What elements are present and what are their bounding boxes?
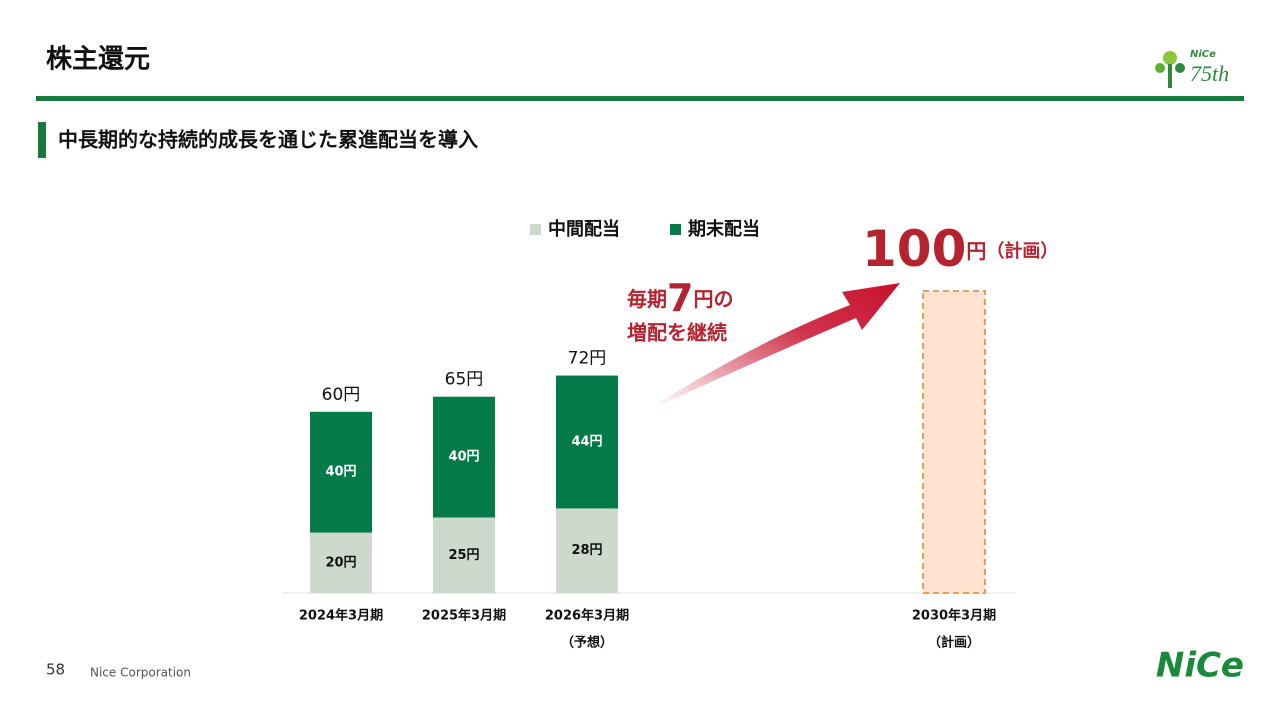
bar-value-label: 40円 bbox=[448, 450, 479, 465]
title: 株主還元 bbox=[46, 45, 150, 75]
annotation-amount: 7 bbox=[667, 276, 693, 320]
logo-trunk bbox=[1168, 64, 1172, 88]
logo-leaf bbox=[1155, 63, 1165, 73]
subtitle: 中長期的な持続的成長を通じた累進配当を導入 bbox=[58, 128, 478, 152]
chart: 中間配当 期末配当 2024年3月期 20円 40円 2025年3月期 25円 40円 2026… bbox=[282, 218, 1058, 651]
company: Nice Corporation bbox=[90, 666, 191, 680]
bar-segment bbox=[556, 375, 618, 509]
brand-logo: NiCe bbox=[1156, 646, 1244, 686]
logo-leaf bbox=[1163, 51, 1177, 65]
legend-swatch bbox=[530, 224, 541, 235]
total-label: 65円 bbox=[445, 370, 484, 390]
annotation-line1: 毎期7円の bbox=[627, 276, 733, 320]
bar-value-label: 44円 bbox=[571, 435, 602, 450]
x-tick-label: 2024年3月期 bbox=[299, 608, 383, 624]
logo-anniversary: 75th bbox=[1190, 61, 1229, 86]
x-tick-note: （予想） bbox=[561, 635, 613, 651]
annotation-line2: 増配を継続 bbox=[627, 321, 727, 345]
total-label: 72円 bbox=[568, 349, 607, 369]
bar-value-label: 40円 bbox=[325, 465, 356, 480]
plan-bar bbox=[922, 290, 986, 594]
bar-segment bbox=[433, 517, 495, 593]
bar-segment bbox=[310, 411, 372, 533]
growth-arrow bbox=[655, 283, 900, 406]
header-rule bbox=[36, 96, 1244, 101]
plan-value: 100 bbox=[862, 220, 966, 278]
bar-segment bbox=[433, 396, 495, 518]
legend-swatch bbox=[670, 224, 681, 235]
plan-label: 100円（計画） bbox=[862, 220, 1058, 278]
top-logo: NiCe 75th bbox=[1155, 49, 1229, 88]
bar-value-label: 20円 bbox=[325, 555, 356, 570]
plan-note: （計画） bbox=[986, 240, 1058, 262]
logo-brand: NiCe bbox=[1190, 49, 1216, 60]
x-tick-label: 2030年3月期 bbox=[912, 608, 996, 624]
logo-leaf bbox=[1175, 63, 1185, 73]
legend-label: 中間配当 bbox=[548, 218, 620, 240]
subtitle-bar bbox=[38, 122, 46, 158]
x-tick-label: 2026年3月期 bbox=[545, 608, 629, 624]
bar-value-label: 25円 bbox=[448, 548, 479, 563]
bar-segment bbox=[556, 508, 618, 593]
total-label: 60円 bbox=[322, 385, 361, 405]
bar-segment bbox=[310, 532, 372, 593]
x-tick-note: （計画） bbox=[928, 635, 980, 651]
x-tick-label: 2025年3月期 bbox=[422, 608, 506, 624]
bar-value-label: 28円 bbox=[571, 543, 602, 558]
annotation-suffix: 円の bbox=[693, 287, 733, 311]
page-number: 58 bbox=[46, 661, 65, 679]
annotation-prefix: 毎期 bbox=[627, 287, 667, 311]
legend-label: 期末配当 bbox=[688, 218, 760, 240]
plan-unit: 円 bbox=[966, 239, 986, 263]
